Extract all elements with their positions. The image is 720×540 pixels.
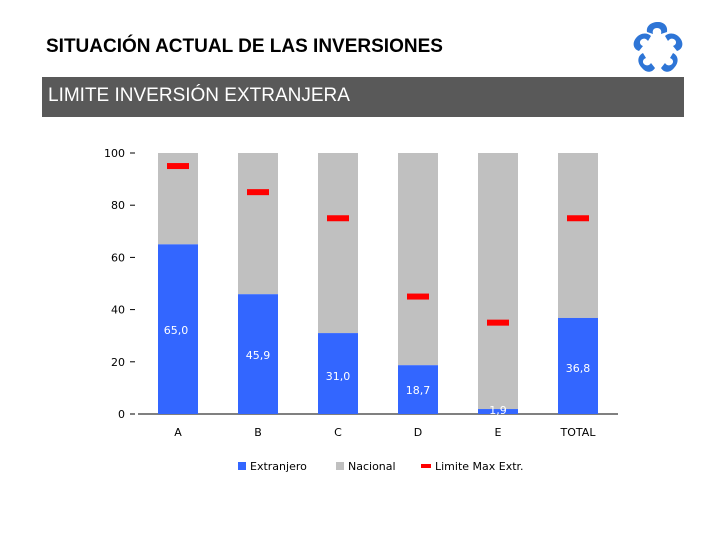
bar-nacional <box>478 153 518 410</box>
limit-marker <box>167 163 189 170</box>
banner-title: LIMITE INVERSIÓN EXTRANJERA <box>48 85 350 106</box>
legend-label: Extranjero <box>250 460 307 473</box>
bar-extranjero <box>398 365 438 414</box>
x-tick-label: TOTAL <box>560 426 597 439</box>
bar-extranjero <box>318 333 358 414</box>
x-tick-label: D <box>414 426 422 439</box>
y-tick-label: 20 <box>111 356 125 369</box>
x-tick-label: E <box>495 426 502 439</box>
bar-extranjero <box>558 317 598 414</box>
x-tick-label: A <box>174 426 182 439</box>
y-tick-label: 100 <box>104 147 125 160</box>
data-label: 1,9 <box>489 404 507 417</box>
limit-marker <box>487 319 509 326</box>
hands-star-logo-icon <box>628 18 688 76</box>
section-banner: LIMITE INVERSIÓN EXTRANJERA <box>42 77 684 117</box>
limit-marker <box>567 215 589 222</box>
y-tick-label: 60 <box>111 251 125 264</box>
bar-extranjero <box>158 244 198 414</box>
limit-marker <box>327 215 349 222</box>
bar-extranjero <box>478 409 518 414</box>
x-tick-label: B <box>254 426 262 439</box>
y-tick-label: 40 <box>111 304 125 317</box>
bar-nacional <box>558 153 598 318</box>
x-tick-label: C <box>334 426 342 439</box>
data-label: 65,0 <box>164 324 189 337</box>
data-label: 36,8 <box>566 362 591 375</box>
y-tick-label: 0 <box>118 408 125 421</box>
limit-marker <box>407 293 429 300</box>
data-label: 45,9 <box>246 349 271 362</box>
bar-nacional <box>238 153 278 295</box>
data-label: 18,7 <box>406 384 431 397</box>
data-label: 31,0 <box>326 370 351 383</box>
limit-marker <box>247 189 269 196</box>
bar-nacional <box>398 153 438 366</box>
page-title: SITUACIÓN ACTUAL DE LAS INVERSIONES <box>46 36 443 57</box>
bar-nacional <box>318 153 358 334</box>
y-tick-label: 80 <box>111 199 125 212</box>
legend-label: Nacional <box>348 460 396 473</box>
legend-label: Limite Max Extr. <box>435 460 524 473</box>
legend-swatch <box>238 462 246 470</box>
legend-swatch <box>421 464 431 468</box>
legend-swatch <box>336 462 344 470</box>
bar-extranjero <box>238 294 278 414</box>
